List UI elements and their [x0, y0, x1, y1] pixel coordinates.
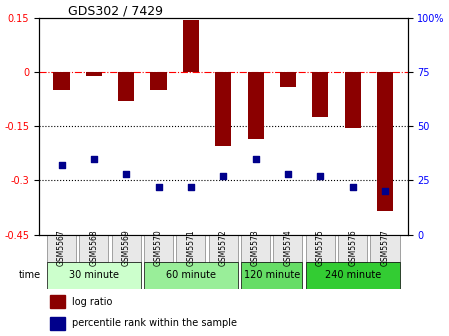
- Bar: [377, 72, 393, 211]
- Text: 240 minute: 240 minute: [325, 270, 381, 280]
- FancyBboxPatch shape: [338, 235, 367, 261]
- FancyBboxPatch shape: [241, 235, 270, 261]
- Bar: [183, 20, 199, 72]
- Bar: [215, 72, 231, 146]
- FancyBboxPatch shape: [144, 235, 173, 261]
- Text: GSM5570: GSM5570: [154, 230, 163, 266]
- Text: time: time: [18, 270, 40, 280]
- FancyBboxPatch shape: [47, 261, 141, 289]
- Point: [252, 156, 259, 162]
- Text: GSM5576: GSM5576: [348, 230, 357, 266]
- Point: [317, 173, 324, 179]
- Point: [220, 173, 227, 179]
- Text: GSM5572: GSM5572: [219, 230, 228, 266]
- Text: GSM5568: GSM5568: [89, 230, 98, 266]
- Text: GSM5567: GSM5567: [57, 230, 66, 266]
- Bar: [118, 72, 134, 101]
- FancyBboxPatch shape: [209, 235, 238, 261]
- Text: GSM5574: GSM5574: [283, 230, 292, 266]
- FancyBboxPatch shape: [241, 261, 303, 289]
- Bar: [312, 72, 328, 117]
- Text: GSM5571: GSM5571: [186, 230, 195, 266]
- Point: [349, 184, 356, 190]
- Text: 30 minute: 30 minute: [69, 270, 119, 280]
- FancyBboxPatch shape: [79, 235, 108, 261]
- FancyBboxPatch shape: [306, 261, 400, 289]
- Text: 60 minute: 60 minute: [166, 270, 216, 280]
- Bar: [86, 72, 102, 76]
- Text: 120 minute: 120 minute: [244, 270, 300, 280]
- Bar: [344, 72, 361, 128]
- Text: log ratio: log ratio: [72, 297, 112, 306]
- Point: [187, 184, 194, 190]
- FancyBboxPatch shape: [306, 235, 335, 261]
- Bar: [50, 295, 65, 308]
- FancyBboxPatch shape: [144, 261, 238, 289]
- Bar: [50, 317, 65, 330]
- Text: percentile rank within the sample: percentile rank within the sample: [72, 318, 237, 328]
- Point: [58, 163, 65, 168]
- Text: GSM5573: GSM5573: [251, 230, 260, 266]
- Bar: [53, 72, 70, 90]
- FancyBboxPatch shape: [176, 235, 206, 261]
- Text: GDS302 / 7429: GDS302 / 7429: [68, 4, 163, 17]
- Point: [284, 171, 291, 177]
- Text: GSM5577: GSM5577: [380, 230, 389, 266]
- Bar: [150, 72, 167, 90]
- FancyBboxPatch shape: [47, 235, 76, 261]
- Point: [123, 171, 130, 177]
- Point: [90, 156, 97, 162]
- FancyBboxPatch shape: [273, 235, 303, 261]
- Text: GSM5569: GSM5569: [122, 230, 131, 266]
- Point: [155, 184, 162, 190]
- Bar: [247, 72, 264, 139]
- Point: [381, 188, 388, 194]
- FancyBboxPatch shape: [112, 235, 141, 261]
- FancyBboxPatch shape: [370, 235, 400, 261]
- Bar: [280, 72, 296, 87]
- Text: GSM5575: GSM5575: [316, 230, 325, 266]
